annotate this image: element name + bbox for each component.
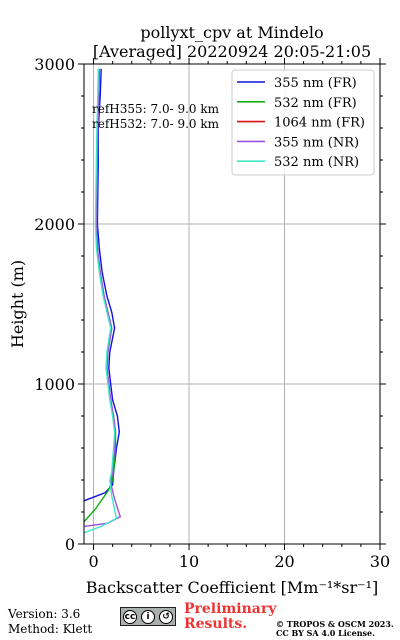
copyright-note: © TROPOS & OSCM 2023. CC BY SA 4.0 Licen… <box>276 620 394 638</box>
x-tick-label: 0 <box>88 552 98 571</box>
cc-license-badge: cc i ↺ <box>120 607 176 626</box>
version-text: Version: 3.6 <box>8 607 81 621</box>
y-tick-label: 2000 <box>34 215 75 234</box>
legend-label: 532 nm (FR) <box>274 96 357 111</box>
y-tick-label: 3000 <box>34 55 75 74</box>
legend-label: 532 nm (NR) <box>274 155 359 170</box>
series-line-3 <box>83 68 122 528</box>
x-tick-label: 10 <box>179 552 199 571</box>
sa-icon: ↺ <box>159 609 173 624</box>
legend-label: 1064 nm (FR) <box>274 116 365 131</box>
legend-box <box>231 69 375 176</box>
legend: 355 nm (FR) 532 nm (FR) 1064 nm (FR) 355 nm… <box>231 69 375 176</box>
preliminary-line-1: Preliminary <box>184 601 277 617</box>
footer-info: Version: 3.6 Method: Klett <box>8 607 92 637</box>
series-line-1 <box>83 68 117 523</box>
y-tick-label: 1000 <box>34 375 75 394</box>
y-tick-label: 0 <box>65 535 75 554</box>
series-lines <box>83 68 122 534</box>
cc-icon: cc <box>123 609 137 624</box>
plot-frame <box>83 63 381 545</box>
chart-subtitle: [Averaged] 20220924 20:05-21:05 <box>93 42 371 61</box>
license-line: CC BY SA 4.0 License. <box>276 628 375 638</box>
legend-label: 355 nm (NR) <box>274 135 359 150</box>
copyright-line-1: © TROPOS & OSCM 2023. <box>276 619 394 629</box>
x-tick-label: 20 <box>274 552 294 571</box>
reference-height-label: refH355: 7.0- 9.0 km <box>92 102 220 116</box>
preliminary-results-note: Preliminary Results. <box>184 602 276 632</box>
method-text: Method: Klett <box>8 622 93 636</box>
preliminary-line-2: Results. <box>184 616 248 632</box>
series-line-4 <box>83 68 118 534</box>
x-axis-label: Backscatter Coefficient [Mm⁻¹*sr⁻¹] <box>86 578 379 597</box>
legend-label: 355 nm (FR) <box>274 76 357 91</box>
by-icon: i <box>141 609 155 624</box>
chart-title: pollyxt_cpv at Mindelo <box>140 23 323 42</box>
y-axis-label: Height (m) <box>8 260 27 348</box>
axis-ticks: 0 10 20 30 0 1000 2000 3000 <box>34 55 390 571</box>
x-tick-label: 30 <box>370 552 390 571</box>
reference-height-label: refH532: 7.0- 9.0 km <box>92 117 220 131</box>
